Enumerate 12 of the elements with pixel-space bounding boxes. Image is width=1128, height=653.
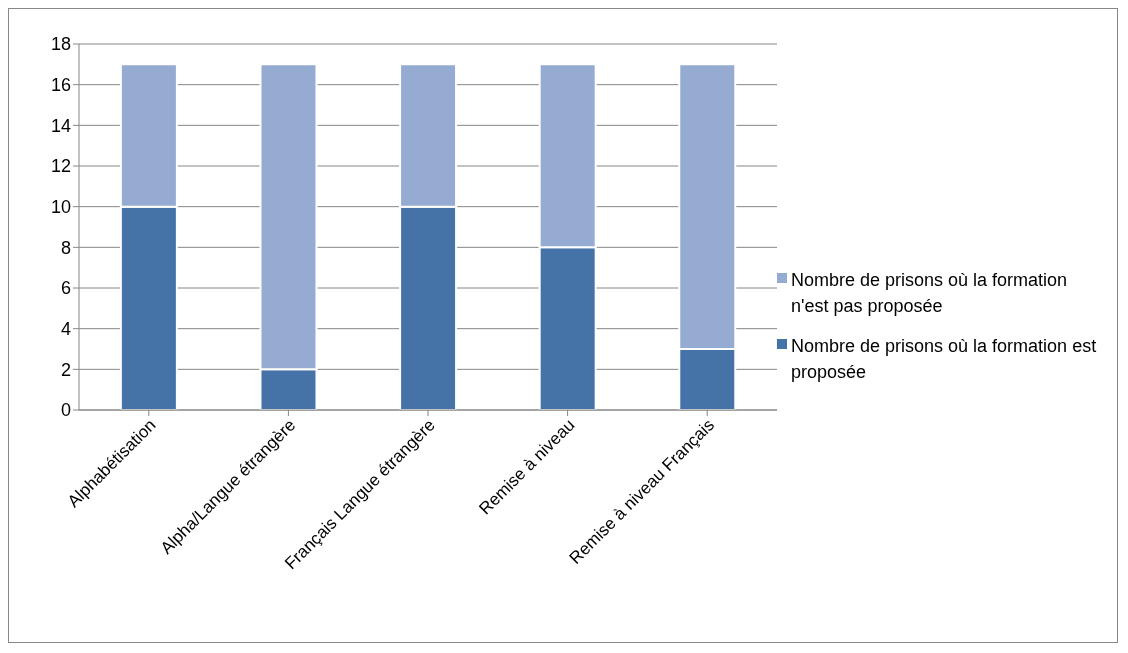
legend-label: Nombre de prisons où la formation n'est pas proposée (791, 268, 1069, 318)
y-tick-label: 2 (60, 359, 71, 380)
y-tick-label: 0 (60, 400, 71, 421)
y-tick-label: 12 (50, 156, 71, 177)
y-tick-label: 16 (50, 75, 71, 96)
y-tick-label: 8 (60, 237, 71, 258)
y-tick-label: 4 (60, 319, 71, 340)
legend-label: Nombre de prisons où la formation est proposée (791, 334, 1098, 384)
y-tick-label: 14 (50, 115, 71, 136)
y-tick-label: 6 (60, 278, 71, 299)
y-tick-label: 18 (50, 34, 71, 55)
y-tick-label: 10 (50, 197, 71, 218)
